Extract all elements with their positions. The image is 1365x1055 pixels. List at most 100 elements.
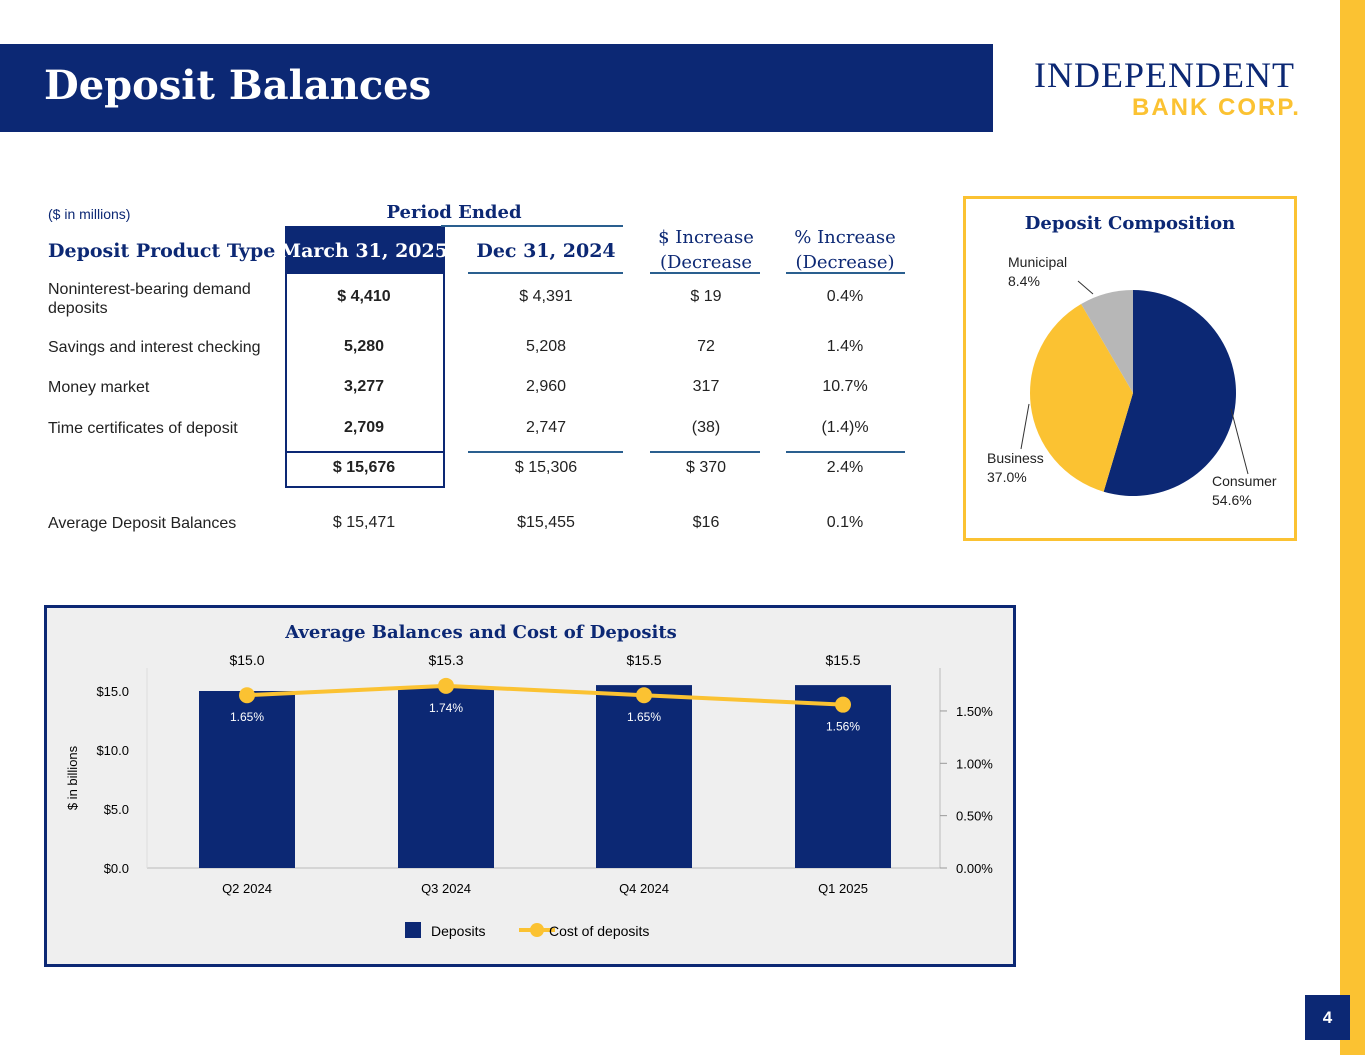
row-value: $16 bbox=[692, 514, 720, 531]
row-value: 5,208 bbox=[525, 338, 567, 355]
pie-label: Consumer bbox=[1212, 473, 1277, 489]
header-mar: March 31, 2025 bbox=[280, 240, 448, 262]
header-product: Deposit Product Type bbox=[48, 240, 276, 262]
average-balances-chart-panel: Average Balances and Cost of Deposits $0.… bbox=[44, 605, 1016, 967]
row-value: 0.4% bbox=[826, 288, 864, 305]
row-value: (38) bbox=[691, 419, 721, 436]
title-bar bbox=[0, 44, 993, 132]
header-dollar-change: $ Increase (Decrease bbox=[658, 227, 754, 273]
row-value: 5,280 bbox=[343, 338, 385, 355]
row-value: (1.4)% bbox=[821, 419, 869, 436]
y2-tick-label: 1.50% bbox=[956, 704, 993, 719]
y2-tick-label: 0.50% bbox=[956, 809, 993, 824]
row-label: Money market bbox=[48, 379, 150, 396]
accent-strip bbox=[1340, 0, 1365, 1055]
x-tick-label: Q4 2024 bbox=[619, 881, 669, 896]
page-number: 4 bbox=[1305, 995, 1350, 1040]
y-tick-label: $10.0 bbox=[96, 743, 129, 758]
deposit-bar bbox=[795, 685, 891, 868]
row-value: $ 19 bbox=[690, 288, 722, 305]
cost-label: 1.65% bbox=[230, 710, 264, 724]
pie-slice-consumer bbox=[1103, 290, 1236, 496]
row-value: 2,709 bbox=[343, 419, 385, 436]
pie-label: Municipal bbox=[1008, 254, 1067, 270]
bar-value-label: $15.5 bbox=[626, 652, 661, 668]
x-tick-label: Q1 2025 bbox=[818, 881, 868, 896]
divider bbox=[786, 272, 905, 274]
header-pct-change: % Increase (Decrease) bbox=[794, 227, 896, 273]
divider bbox=[468, 272, 623, 274]
logo-text: INDEPENDENT bbox=[1034, 55, 1295, 95]
row-label: Time certificates of deposit bbox=[48, 420, 238, 437]
row-value: 317 bbox=[692, 378, 720, 395]
legend-deposits-swatch bbox=[405, 922, 421, 938]
row-value: $ 15,676 bbox=[332, 459, 396, 476]
pie-pct: 37.0% bbox=[987, 469, 1027, 485]
pie-pct: 54.6% bbox=[1212, 492, 1252, 508]
row-value: 10.7% bbox=[822, 378, 868, 395]
x-tick-label: Q2 2024 bbox=[222, 881, 272, 896]
row-label: Average Deposit Balances bbox=[48, 515, 237, 532]
cost-point bbox=[239, 687, 255, 704]
cost-line bbox=[246, 683, 844, 707]
logo-subtext: BANK CORP. bbox=[1132, 94, 1301, 121]
bar-value-label: $15.3 bbox=[428, 652, 463, 668]
legend-cost: Cost of deposits bbox=[549, 923, 649, 939]
deposit-bar bbox=[199, 691, 295, 868]
y-axis-label: $ in billions bbox=[65, 745, 80, 810]
period-label: Period Ended bbox=[386, 202, 522, 223]
leader-line bbox=[1020, 403, 1030, 450]
pie-slice-business bbox=[1030, 304, 1133, 492]
pie-title: Deposit Composition bbox=[1024, 213, 1236, 234]
legend-deposits: Deposits bbox=[431, 923, 485, 939]
bar-value-label: $15.5 bbox=[825, 652, 860, 668]
row-value: 1.4% bbox=[826, 338, 864, 355]
march-column-box bbox=[285, 226, 445, 488]
cost-point bbox=[636, 687, 652, 704]
y-tick-label: $5.0 bbox=[104, 802, 129, 817]
page-title: Deposit Balances bbox=[44, 62, 432, 109]
y2-tick-label: 1.00% bbox=[956, 756, 993, 771]
bar-value-label: $15.0 bbox=[229, 652, 264, 668]
pie-label: Business bbox=[987, 450, 1044, 466]
march-header-bg bbox=[285, 226, 445, 274]
row-label: Noninterest-bearing demand deposits bbox=[48, 281, 251, 317]
divider bbox=[650, 272, 760, 274]
row-value: 2,747 bbox=[525, 419, 567, 436]
cost-label: 1.56% bbox=[826, 720, 860, 734]
row-value: 3,277 bbox=[343, 378, 385, 395]
row-value: $ 15,471 bbox=[332, 514, 396, 531]
y2-tick-label: 0.00% bbox=[956, 861, 993, 876]
chart-title: Average Balances and Cost of Deposits bbox=[284, 622, 677, 643]
cost-point bbox=[438, 677, 454, 694]
divider bbox=[650, 451, 760, 453]
divider bbox=[786, 451, 905, 453]
row-value: $ 370 bbox=[685, 459, 727, 476]
cost-label: 1.74% bbox=[429, 701, 463, 715]
y-tick-label: $15.0 bbox=[96, 684, 129, 699]
row-value: $ 4,410 bbox=[337, 288, 391, 305]
row-label: Savings and interest checking bbox=[48, 339, 261, 356]
deposit-bar bbox=[398, 687, 494, 868]
row-value: 0.1% bbox=[826, 514, 864, 531]
pie-pct: 8.4% bbox=[1008, 273, 1040, 289]
divider bbox=[285, 451, 443, 453]
divider bbox=[441, 225, 623, 227]
cost-label: 1.65% bbox=[627, 710, 661, 724]
bar-line-chart: Average Balances and Cost of Deposits $0.… bbox=[65, 622, 993, 939]
row-value: $15,455 bbox=[517, 514, 575, 531]
deposit-bar bbox=[596, 685, 692, 868]
leader-line bbox=[1077, 280, 1094, 295]
x-tick-label: Q3 2024 bbox=[421, 881, 471, 896]
cost-point bbox=[835, 696, 851, 713]
row-value: $ 4,391 bbox=[519, 288, 573, 305]
deposit-composition-panel: Deposit Composition Consumer 54.6% Busines… bbox=[963, 196, 1297, 541]
pie-chart: Consumer 54.6% Business 37.0% Municipal 8.4% bbox=[987, 254, 1277, 508]
y-tick-label: $0.0 bbox=[104, 861, 129, 876]
units-label: ($ in millions) bbox=[48, 206, 131, 222]
legend-cost-marker bbox=[530, 923, 544, 937]
row-value: 72 bbox=[697, 338, 715, 355]
leader-line bbox=[1230, 408, 1249, 475]
row-value: 2.4% bbox=[826, 459, 864, 476]
divider bbox=[468, 451, 623, 453]
